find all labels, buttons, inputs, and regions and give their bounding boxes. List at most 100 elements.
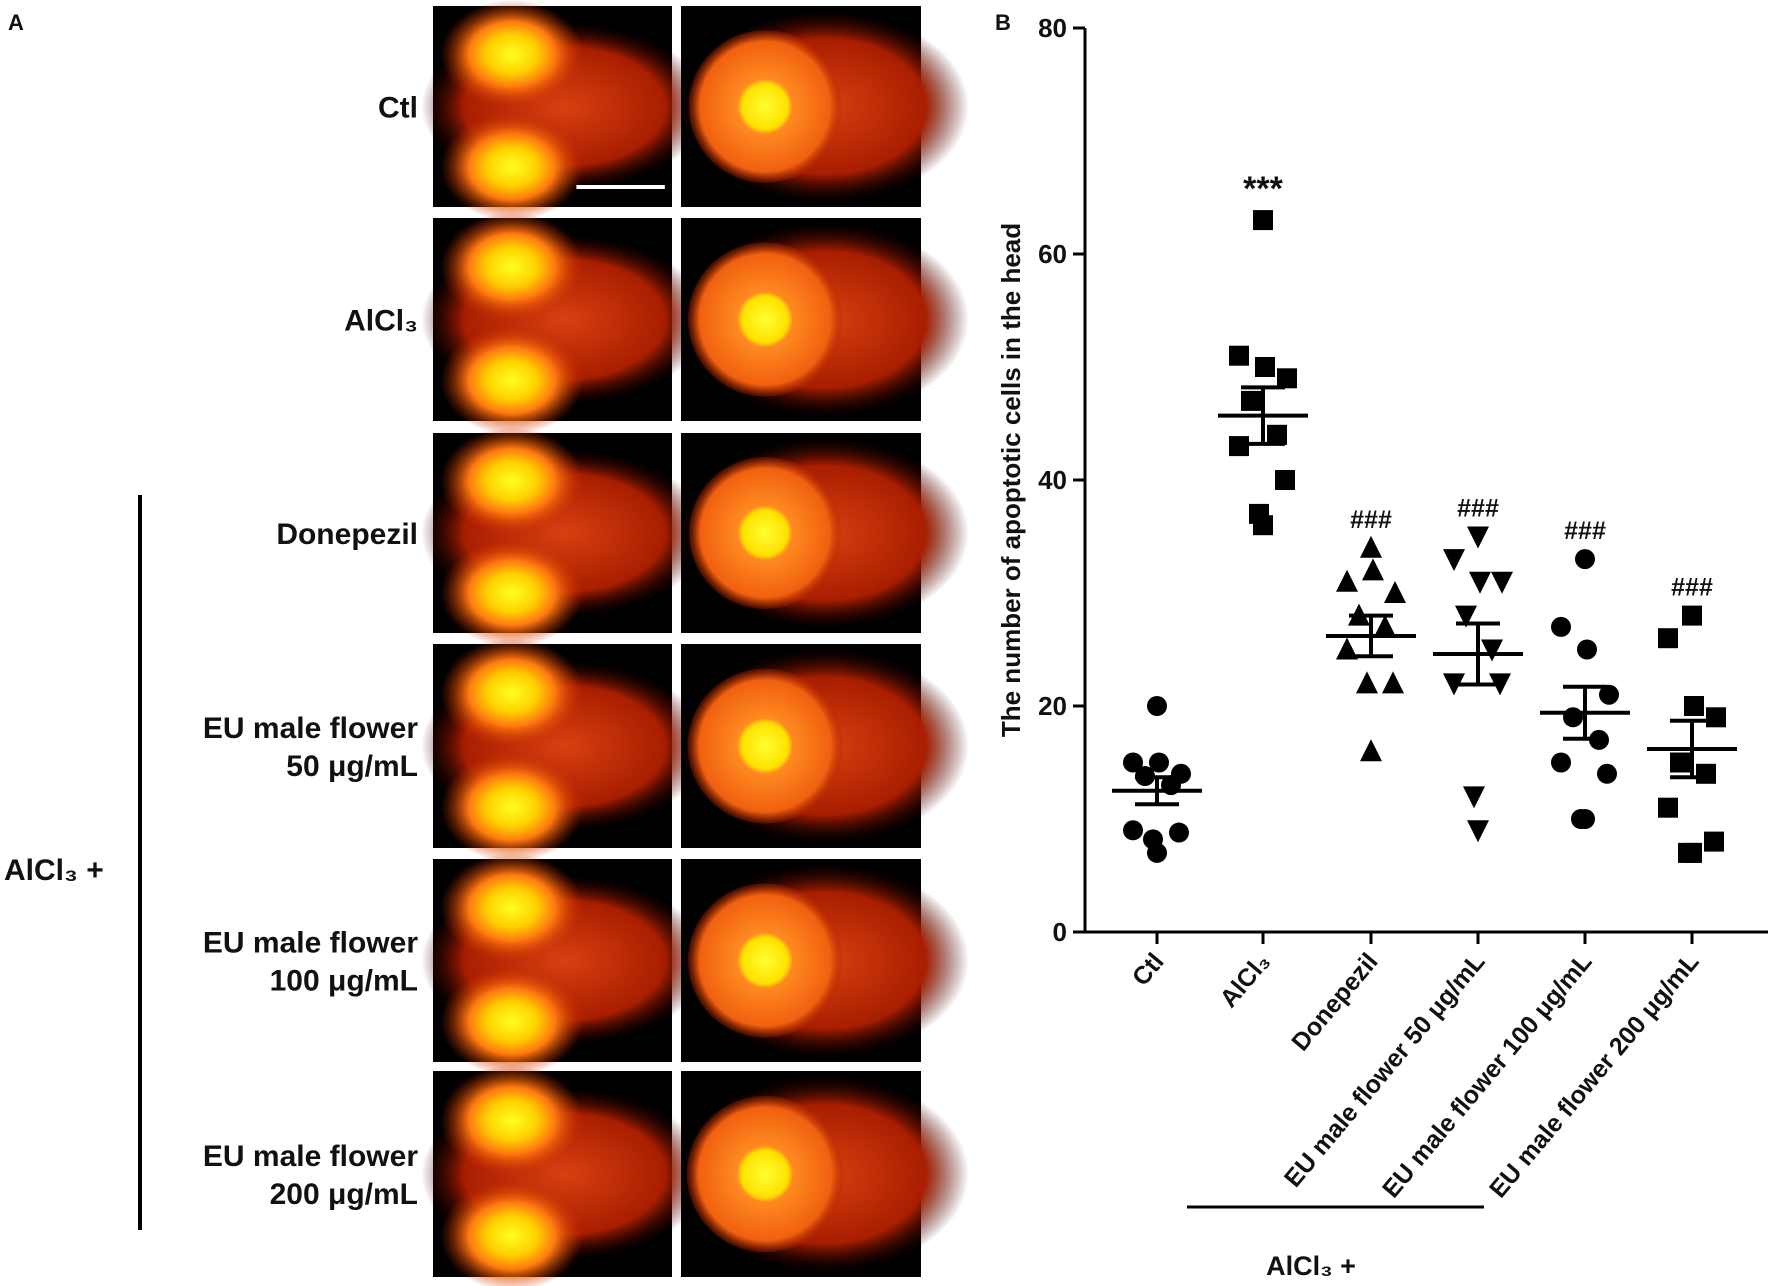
data-point [1275,470,1295,490]
data-point [1658,628,1678,649]
data-point [1469,571,1491,594]
x-tick-label: EU male flower 50 μg/mL [1279,948,1491,1193]
micrograph [681,6,969,207]
row-label: EU male flower [203,927,418,960]
data-point [1575,809,1595,829]
data-point [1384,581,1406,603]
data-point [1356,671,1378,694]
data-point [1382,671,1404,694]
data-point [1682,842,1702,863]
significance: ### [1564,517,1606,545]
data-point [1704,831,1724,852]
panel-label: B [995,10,1011,35]
data-point [1169,822,1189,843]
data-point [1336,637,1358,660]
data-point [1255,357,1275,377]
data-point [1336,569,1358,592]
lobe [440,1180,584,1286]
lobe [440,1064,584,1177]
data-point [1551,616,1571,637]
data-point [1360,739,1382,762]
lobe [440,211,584,322]
data-point [1443,673,1465,696]
micrograph [421,427,708,647]
data-point [1360,535,1382,558]
micrograph [421,1064,708,1286]
panel-label: A [8,10,24,35]
data-point [1123,752,1143,773]
error-bar [1135,775,1179,807]
eye [687,242,843,397]
micrograph [421,0,708,222]
data-point [1706,707,1726,728]
data-point [1463,786,1485,809]
data-point [1563,707,1583,728]
significance: ### [1457,495,1499,523]
data-point [1551,752,1571,773]
group-label: AlCl₃ + [4,854,104,887]
data-point [1149,752,1169,773]
micrograph [421,852,708,1077]
data-point [1229,436,1249,457]
row-label: EU male flower [203,1140,418,1173]
data-point [1443,549,1465,572]
lobe [440,325,584,436]
eye [688,30,842,183]
x-tick-label: EU male flower 100 μg/mL [1377,948,1598,1203]
row-label: 50 μg/mL [286,750,418,783]
data-point [1253,515,1273,536]
lobe [440,752,584,863]
y-tick-label: 0 [1053,917,1067,947]
error-bar [1456,621,1500,687]
data-point [1147,696,1167,716]
lobe [440,112,584,222]
y-tick-label: 40 [1038,465,1067,495]
error-bar [1349,613,1393,659]
x-tick-label: Ctl [1127,948,1170,992]
eye [687,668,843,824]
row-label: Ctl [378,92,418,125]
data-point [1597,763,1617,784]
data-point [1362,558,1384,581]
y-tick-label: 80 [1038,13,1067,43]
lobe [440,637,584,749]
x-tick-label: EU male flower 200 μg/mL [1484,948,1705,1203]
y-axis-label: The number of apoptotic cells in the hea… [996,223,1026,737]
y-tick-label: 60 [1038,239,1067,269]
data-point [1467,526,1489,549]
data-point [1277,368,1297,389]
eye [686,1095,844,1253]
micrograph [681,1071,969,1277]
micrograph [681,644,969,848]
data-point [1267,424,1287,445]
row-label: AlCl₃ [344,305,418,338]
micrograph [681,218,969,421]
data-point [1455,605,1477,628]
data-point [1575,549,1595,570]
data-point [1696,763,1716,784]
error-bar [1563,684,1607,741]
data-point [1577,639,1597,660]
x-tick-label: Donepezil [1286,948,1383,1056]
data-point [1374,614,1396,637]
data-point [1481,639,1503,662]
data-point [1467,820,1489,843]
lobe [440,0,584,109]
data-point [1682,605,1702,626]
data-point [1147,842,1167,863]
group-label: AlCl₃ + [1266,1251,1356,1281]
row-label: EU male flower [203,712,418,745]
significance: ### [1671,574,1713,602]
lobe [440,966,584,1077]
data-point [1599,684,1619,705]
data-point [1491,571,1513,594]
lobe [440,539,584,647]
micrograph [681,433,969,633]
row-label: 200 μg/mL [270,1178,418,1211]
x-tick-label: AlCl₃ [1215,948,1276,1013]
data-point [1684,696,1704,716]
error-bar [1241,385,1285,446]
y-tick-label: 20 [1038,691,1067,721]
significance: *** [1243,170,1283,208]
data-point [1253,210,1273,231]
